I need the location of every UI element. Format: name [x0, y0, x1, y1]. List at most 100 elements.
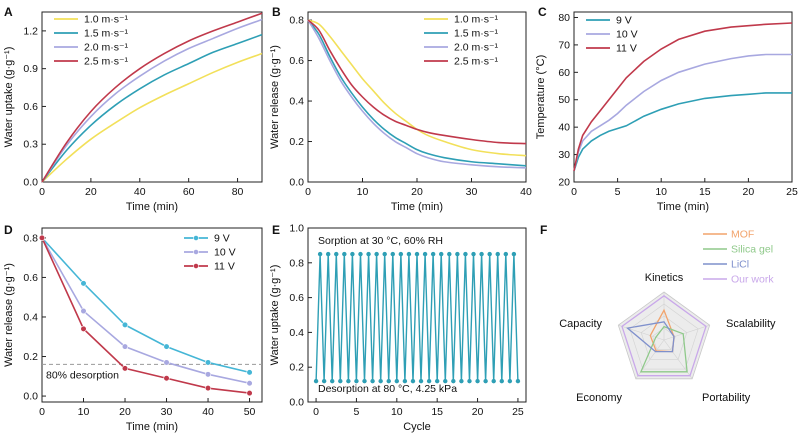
series-line [41, 237, 250, 374]
cycle-line [315, 254, 519, 382]
data-point [503, 251, 509, 257]
x-tick-label: 5 [354, 406, 360, 418]
data-point [163, 375, 170, 382]
data-point [378, 378, 383, 384]
data-point [507, 378, 513, 384]
legend-entry: 11 V [214, 261, 235, 273]
data-point [455, 251, 460, 257]
reference-label: 80% desorption [46, 369, 119, 381]
data-point [204, 385, 212, 392]
panel-c: 0 5 10 15 20 25 20 30 40 50 60 70 80 Time (min) Temper… [535, 5, 798, 213]
legend-entry: 2.0 m·s⁻¹ [84, 42, 129, 54]
panel-a: 0 20 40 60 80 0.0 0.3 0.6 0.9 1.2 Time (min) Water … [3, 5, 263, 213]
panel-letter: F [540, 223, 547, 237]
data-point [434, 378, 440, 384]
data-point [447, 251, 452, 257]
data-point [246, 380, 253, 387]
data-point [313, 378, 319, 384]
series-line [307, 19, 527, 169]
y-tick-label: 0.2 [23, 351, 38, 363]
data-point [370, 378, 375, 384]
data-point [491, 378, 496, 384]
panel-f: F Kinetics Scalability Portability Economy Ca… [540, 223, 776, 404]
data-point [499, 378, 504, 384]
x-tick-label: 0 [305, 186, 311, 198]
x-tick-label: 25 [512, 406, 524, 418]
legend-marker [193, 249, 199, 255]
legend-marker [193, 235, 199, 241]
data-point [38, 234, 46, 241]
y-tick-label: 20 [558, 177, 570, 189]
data-point [246, 390, 253, 397]
radar-axis-label: Capacity [559, 318, 602, 330]
data-point [487, 251, 492, 257]
x-axis-label: Time (min) [657, 201, 709, 213]
x-tick-label: 10 [655, 186, 667, 198]
series-line [307, 19, 527, 157]
data-point [366, 251, 371, 257]
radar-spoke [663, 324, 710, 341]
data-point [443, 378, 448, 384]
y-tick-label: 0.0 [23, 391, 38, 403]
radar-grid-ring [640, 315, 688, 360]
y-axis-label: Water uptake (g·g⁻¹) [269, 265, 281, 366]
legend-entry: 10 V [214, 247, 236, 259]
data-point [418, 378, 424, 384]
data-point [80, 307, 87, 315]
radar-series [626, 321, 675, 353]
y-tick-label: 0.4 [23, 311, 38, 323]
y-axis-label: Water release (g·g⁻¹) [269, 45, 281, 149]
x-tick-label: 0 [313, 406, 319, 418]
data-point [346, 378, 351, 384]
x-axis-label: Time (min) [126, 201, 178, 213]
legend-entry: 9 V [214, 233, 230, 245]
data-point [354, 378, 359, 384]
data-point [350, 251, 355, 257]
y-tick-label: 0.9 [23, 63, 38, 75]
annotation-sorption: Sorption at 30 °C, 60% RH [318, 235, 443, 247]
data-point [511, 251, 517, 257]
data-point [321, 378, 327, 384]
data-point [495, 251, 500, 257]
y-tick-label: 0.8 [23, 232, 38, 244]
data-point [325, 251, 331, 257]
y-tick-label: 60 [558, 67, 570, 79]
data-point [515, 378, 521, 384]
x-tick-label: 20 [472, 406, 484, 418]
x-tick-label: 0 [39, 186, 45, 198]
x-tick-label: 10 [391, 406, 403, 418]
y-tick-label: 0.2 [289, 362, 304, 374]
y-tick-label: 1.2 [23, 25, 38, 37]
y-tick-label: 0.3 [23, 139, 38, 151]
panel-letter: C [538, 5, 547, 19]
legend-entry: 1.0 m·s⁻¹ [84, 14, 129, 26]
data-point [121, 343, 129, 350]
y-tick-label: 0.6 [289, 292, 304, 304]
x-tick-label: 80 [232, 186, 244, 198]
legend-entry: 1.0 m·s⁻¹ [454, 14, 499, 26]
data-point [398, 251, 404, 257]
series-line [41, 33, 263, 183]
legend-entry: Our work [731, 274, 774, 286]
panel-e: 0 5 10 15 20 25 0.0 0.2 0.4 0.6 0.8 1.0 Cycle Water u… [269, 223, 527, 433]
panel-b: 0 10 20 30 40 0.0 0.2 0.4 0.6 0.8 Time (min) Water … [269, 5, 532, 213]
data-point [358, 251, 363, 257]
y-axis-label: Water release (g·g⁻¹) [3, 263, 15, 367]
y-tick-label: 0.4 [289, 96, 304, 108]
x-tick-label: 10 [357, 186, 369, 198]
data-point [390, 251, 395, 257]
y-tick-label: 70 [558, 39, 570, 51]
x-tick-label: 25 [786, 186, 798, 198]
x-tick-label: 20 [743, 186, 755, 198]
radar-axis-label: Kinetics [645, 272, 684, 284]
data-point [386, 378, 391, 384]
legend-entry: 10 V [616, 29, 638, 41]
x-tick-label: 10 [78, 406, 90, 418]
annotation-desorption: Desorption at 80 °C, 4.25 kPa [318, 383, 457, 395]
legend-entry: 9 V [616, 15, 632, 27]
legend-entry: 11 V [616, 43, 637, 55]
y-axis-label: Temperature (°C) [535, 55, 547, 139]
series-line [307, 19, 527, 167]
x-tick-label: 40 [202, 406, 214, 418]
